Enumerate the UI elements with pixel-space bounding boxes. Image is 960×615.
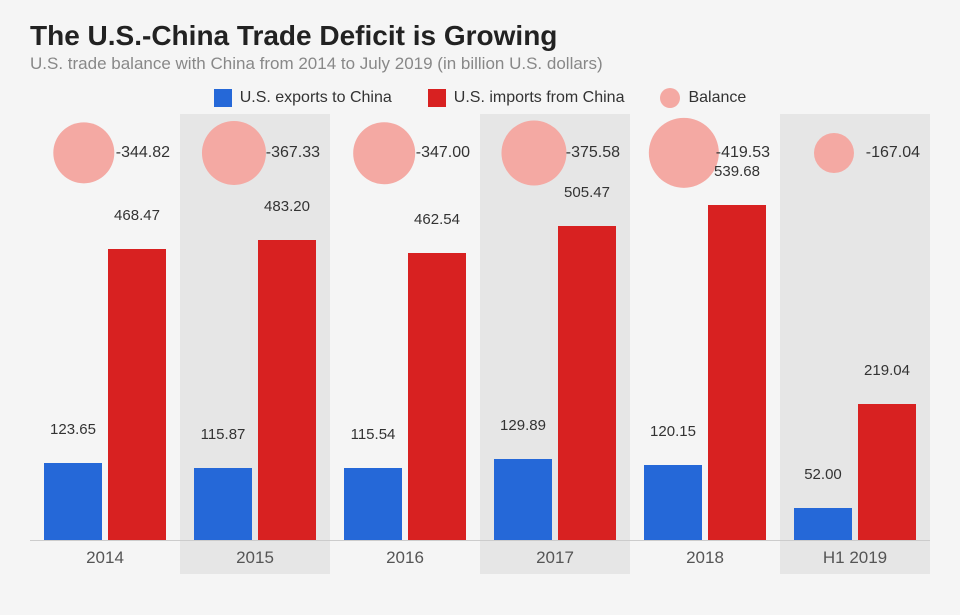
legend-item-exports: U.S. exports to China — [214, 88, 392, 108]
balance-row: -347.00 — [330, 114, 480, 192]
bar-area: 115.87 483.20 — [180, 192, 330, 540]
balance-value: -167.04 — [866, 144, 920, 162]
imports-value: 219.04 — [854, 362, 920, 383]
chart-title: The U.S.-China Trade Deficit is Growing — [30, 20, 930, 52]
legend: U.S. exports to China U.S. imports from … — [30, 88, 930, 108]
year-label: 2016 — [330, 540, 480, 574]
imports-bar — [108, 249, 166, 540]
exports-bar — [194, 468, 252, 540]
exports-value: 115.54 — [340, 426, 406, 447]
bar-area: 123.65 468.47 — [30, 192, 180, 540]
bar-area: 120.15539.68 — [630, 192, 780, 540]
imports-swatch — [428, 89, 446, 107]
balance-value: -375.58 — [566, 144, 620, 162]
legend-item-imports: U.S. imports from China — [428, 88, 625, 108]
exports-value: 129.89 — [490, 417, 556, 438]
imports-bar — [708, 205, 766, 540]
exports-swatch — [214, 89, 232, 107]
imports-bar — [858, 404, 916, 540]
year-group: -367.33 115.87 483.20 2015 — [180, 114, 330, 574]
year-group: -419.53120.15539.682018 — [630, 114, 780, 574]
year-label: H1 2019 — [780, 540, 930, 574]
exports-value: 120.15 — [640, 423, 706, 444]
balance-circle — [202, 121, 266, 185]
year-label: 2018 — [630, 540, 780, 574]
balance-circle — [53, 122, 114, 183]
imports-bar — [258, 240, 316, 540]
exports-bar — [44, 463, 102, 540]
exports-value: 123.65 — [40, 421, 106, 442]
chart-subtitle: U.S. trade balance with China from 2014 … — [30, 54, 930, 74]
balance-value: -344.82 — [116, 144, 170, 162]
imports-bar — [558, 226, 616, 540]
year-group: -344.82 123.65 468.47 2014 — [30, 114, 180, 574]
imports-value: 505.47 — [554, 184, 620, 205]
imports-value: 539.68 — [704, 163, 770, 184]
exports-bar — [644, 465, 702, 540]
imports-value: 462.54 — [404, 211, 470, 232]
year-group: -347.00 115.54 462.54 2016 — [330, 114, 480, 574]
balance-value: -347.00 — [416, 144, 470, 162]
exports-bar — [344, 468, 402, 540]
balance-circle — [353, 122, 415, 184]
balance-value: -367.33 — [266, 144, 320, 162]
plot-area: -344.82 123.65 468.47 2014 -367.33 115.87 483.… — [30, 114, 930, 574]
imports-value: 483.20 — [254, 198, 320, 219]
exports-value: 52.00 — [790, 466, 856, 487]
bar-area: 52.00 219.04 — [780, 192, 930, 540]
balance-row: -344.82 — [30, 114, 180, 192]
balance-row: -167.04 — [780, 114, 930, 192]
imports-value: 468.47 — [104, 207, 170, 228]
balance-row: -375.58 — [480, 114, 630, 192]
year-label: 2017 — [480, 540, 630, 574]
year-label: 2015 — [180, 540, 330, 574]
exports-value: 115.87 — [190, 426, 256, 447]
balance-circle — [814, 133, 854, 173]
balance-circle — [501, 120, 566, 185]
bar-area: 129.89505.47 — [480, 192, 630, 540]
year-group: -167.04 52.00 219.04 H1 2019 — [780, 114, 930, 574]
balance-row: -367.33 — [180, 114, 330, 192]
year-group: -375.58129.89505.472017 — [480, 114, 630, 574]
exports-bar — [494, 459, 552, 540]
legend-item-balance: Balance — [660, 88, 746, 108]
year-label: 2014 — [30, 540, 180, 574]
legend-label-exports: U.S. exports to China — [240, 89, 392, 107]
trade-deficit-chart: The U.S.-China Trade Deficit is Growing … — [0, 0, 960, 615]
balance-swatch — [660, 88, 680, 108]
balance-value: -419.53 — [716, 144, 770, 162]
bar-area: 115.54 462.54 — [330, 192, 480, 540]
legend-label-balance: Balance — [688, 89, 746, 107]
imports-bar — [408, 253, 466, 540]
exports-bar — [794, 508, 852, 540]
legend-label-imports: U.S. imports from China — [454, 89, 625, 107]
